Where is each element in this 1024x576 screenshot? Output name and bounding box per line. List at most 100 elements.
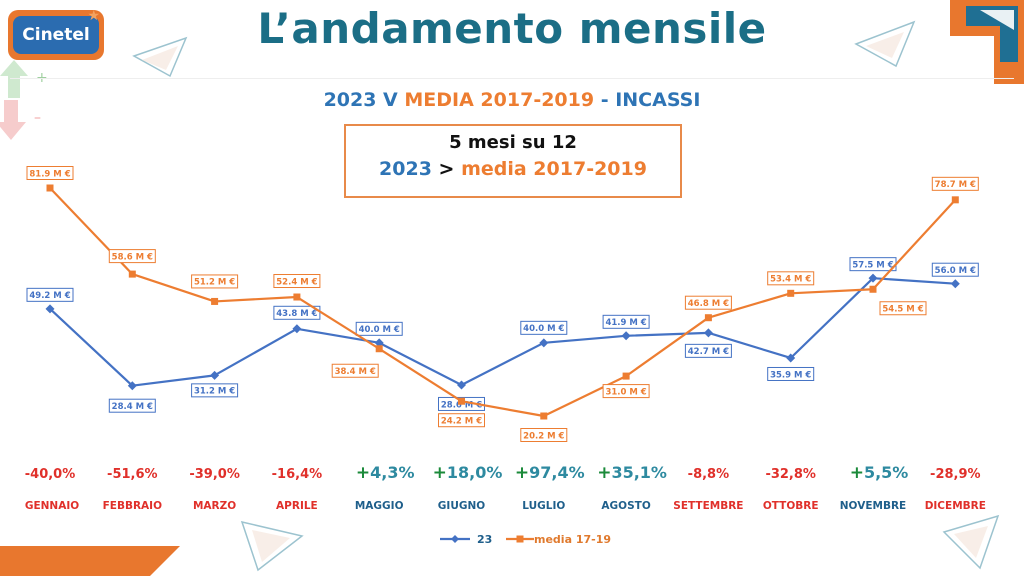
legend-marker-media: [516, 535, 524, 543]
data-label-box: [273, 305, 321, 320]
legend-marker-23: [451, 535, 459, 543]
data-label: 78.7 M €: [935, 180, 976, 190]
data-label: 41.9 M €: [605, 318, 646, 328]
data-label-box: [684, 343, 732, 358]
variation-value: 5,5%: [864, 463, 908, 482]
data-point: [786, 353, 796, 363]
data-point: [211, 297, 219, 305]
data-point: [622, 372, 630, 380]
data-label: 20.2 M €: [523, 431, 564, 441]
data-point: [951, 196, 959, 204]
callout-average: media 2017-2019: [461, 158, 647, 180]
data-label-box: [26, 287, 74, 302]
data-point: [868, 273, 878, 283]
variation-label: +18,0%: [433, 463, 503, 483]
variation-label: +35,1%: [597, 463, 667, 483]
data-label: 24.2 M €: [441, 417, 482, 427]
variation-label: -8,8%: [688, 467, 729, 482]
variation-label: -39,0%: [189, 467, 240, 482]
data-point: [45, 304, 55, 314]
variation-label: -40,0%: [25, 467, 76, 482]
callout-year: 2023: [379, 158, 432, 180]
data-point: [293, 293, 301, 301]
data-label-box: [26, 166, 74, 180]
data-label-box: [520, 320, 568, 335]
chart-area: [10, 78, 1014, 563]
month-tick-label: FEBBRAIO: [103, 500, 162, 512]
variation-label: +4,3%: [356, 463, 415, 483]
subtitle-year: 2023 V: [323, 89, 405, 111]
data-label-box: [684, 295, 732, 310]
data-label: 51.2 M €: [194, 278, 235, 288]
data-label: 28.6 M €: [441, 400, 482, 410]
subtitle-metric: - INCASSI: [594, 89, 701, 111]
variation-value: 4,3%: [370, 463, 414, 482]
corner-shape-icon: [950, 0, 1024, 84]
triangle-deco-icon: [240, 520, 304, 572]
variation-label: -51,6%: [107, 467, 158, 482]
data-point: [210, 370, 220, 380]
data-point: [375, 345, 383, 353]
legend-label-media: media 17-19: [534, 533, 611, 546]
star-icon: ★: [87, 8, 100, 24]
data-label-box: [602, 314, 650, 329]
triangle-deco-icon: [942, 514, 1000, 570]
data-point: [703, 328, 713, 338]
month-tick-label: APRILE: [276, 500, 318, 512]
legend-label-23: 23: [477, 533, 492, 546]
data-label-box: [191, 274, 239, 289]
data-label: 52.4 M €: [276, 277, 317, 287]
data-label: 28.4 M €: [112, 402, 153, 412]
data-label-box: [767, 366, 815, 381]
cinetel-logo: Cinetel ★: [8, 8, 104, 60]
series-line-1: [49, 187, 957, 418]
plus-icon: +: [515, 463, 529, 483]
month-tick-label: OTTOBRE: [763, 500, 819, 512]
data-label-box: [520, 428, 568, 442]
data-label: 49.2 M €: [29, 291, 70, 301]
plus-icon: +: [597, 463, 611, 483]
month-tick-label: GIUGNO: [438, 500, 485, 512]
variation-label: +97,4%: [515, 463, 585, 483]
plus-icon: +: [850, 463, 864, 483]
data-label: 81.9 M €: [29, 169, 70, 179]
data-label: 31.0 M €: [605, 387, 646, 397]
logo-text: Cinetel: [13, 16, 99, 54]
data-point: [458, 397, 465, 405]
variation-label: -32,8%: [765, 467, 816, 482]
data-point: [457, 380, 466, 390]
month-tick-label: SETTEMBRE: [673, 500, 743, 512]
variation-value: 35,1%: [611, 463, 667, 482]
data-label: 53.4 M €: [770, 275, 811, 285]
data-label-box: [331, 363, 379, 378]
data-label-box: [602, 384, 650, 399]
data-label-box: [931, 262, 979, 277]
data-label-box: [879, 301, 927, 316]
bottom-stripe-icon: [0, 546, 180, 576]
data-label: 38.4 M €: [335, 367, 376, 377]
callout-line2: 2023 > media 2017-2019: [346, 158, 680, 180]
data-point: [704, 314, 712, 322]
triangle-deco-icon: [854, 20, 916, 68]
data-label: 31.2 M €: [194, 387, 235, 397]
data-label: 40.0 M €: [523, 324, 564, 334]
data-label: 35.9 M €: [770, 370, 811, 380]
month-tick-label: MARZO: [193, 500, 236, 512]
data-point: [127, 381, 137, 391]
data-point: [292, 324, 302, 334]
data-label: 43.8 M €: [276, 309, 317, 319]
variation-label: -28,9%: [930, 467, 981, 482]
variation-label: -16,4%: [272, 467, 323, 482]
data-point: [621, 331, 631, 341]
data-label-box: [108, 398, 156, 413]
month-tick-label: AGOSTO: [601, 500, 650, 512]
svg-text:–: –: [34, 110, 41, 126]
plus-icon: +: [433, 463, 447, 483]
data-point: [374, 338, 384, 348]
data-label: 54.5 M €: [882, 305, 923, 315]
month-tick-label: DICEMBRE: [925, 500, 986, 512]
data-label: 42.7 M €: [688, 347, 729, 357]
subtitle-average: MEDIA 2017-2019: [404, 89, 595, 111]
data-label-box: [108, 249, 156, 264]
data-label: 56.0 M €: [935, 266, 976, 276]
